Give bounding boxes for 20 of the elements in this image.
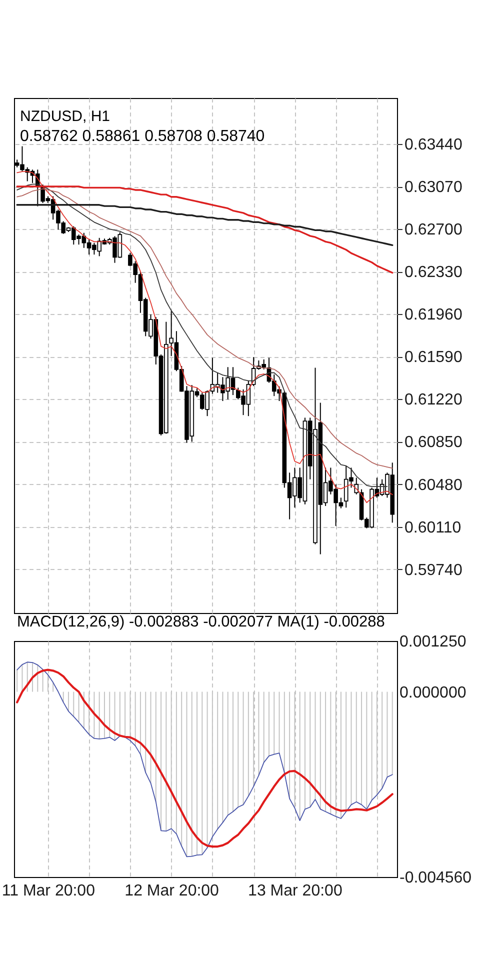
y-tick-label: 0.61960 <box>404 306 462 324</box>
y-tick-label: 0.000000 <box>400 684 466 702</box>
y-tick-label: 0.63070 <box>404 179 462 196</box>
y-tick-label: 0.60480 <box>404 476 462 494</box>
x-tick-label: 12 Mar 20:00 <box>124 882 220 900</box>
y-tick-label: 0.60850 <box>404 434 462 452</box>
text: NZDUSD, H1 <box>20 108 110 125</box>
y-tick-label: 0.001250 <box>400 634 466 650</box>
x-tick-label: 13 Mar 20:00 <box>248 882 342 900</box>
text: 0.58762 0.58861 0.58708 0.58740 <box>20 128 265 145</box>
y-tick-label: 0.59740 <box>404 562 462 579</box>
chart-title: MACD(12,26,9) -0.002883 -0.002077 MA(1) -0.00288 <box>17 614 385 630</box>
y-tick-label: 0.61590 <box>404 349 462 366</box>
y-tick-label: 0.62330 <box>404 264 462 282</box>
x-tick-label: 11 Mar 20:00 <box>2 882 96 900</box>
y-tick-label: 0.62700 <box>404 222 462 239</box>
y-tick-label: -0.004560 <box>400 870 472 886</box>
y-tick-label: 0.60110 <box>404 519 462 536</box>
y-tick-label: 0.63440 <box>404 136 462 154</box>
y-tick-label: 0.61220 <box>404 392 462 409</box>
